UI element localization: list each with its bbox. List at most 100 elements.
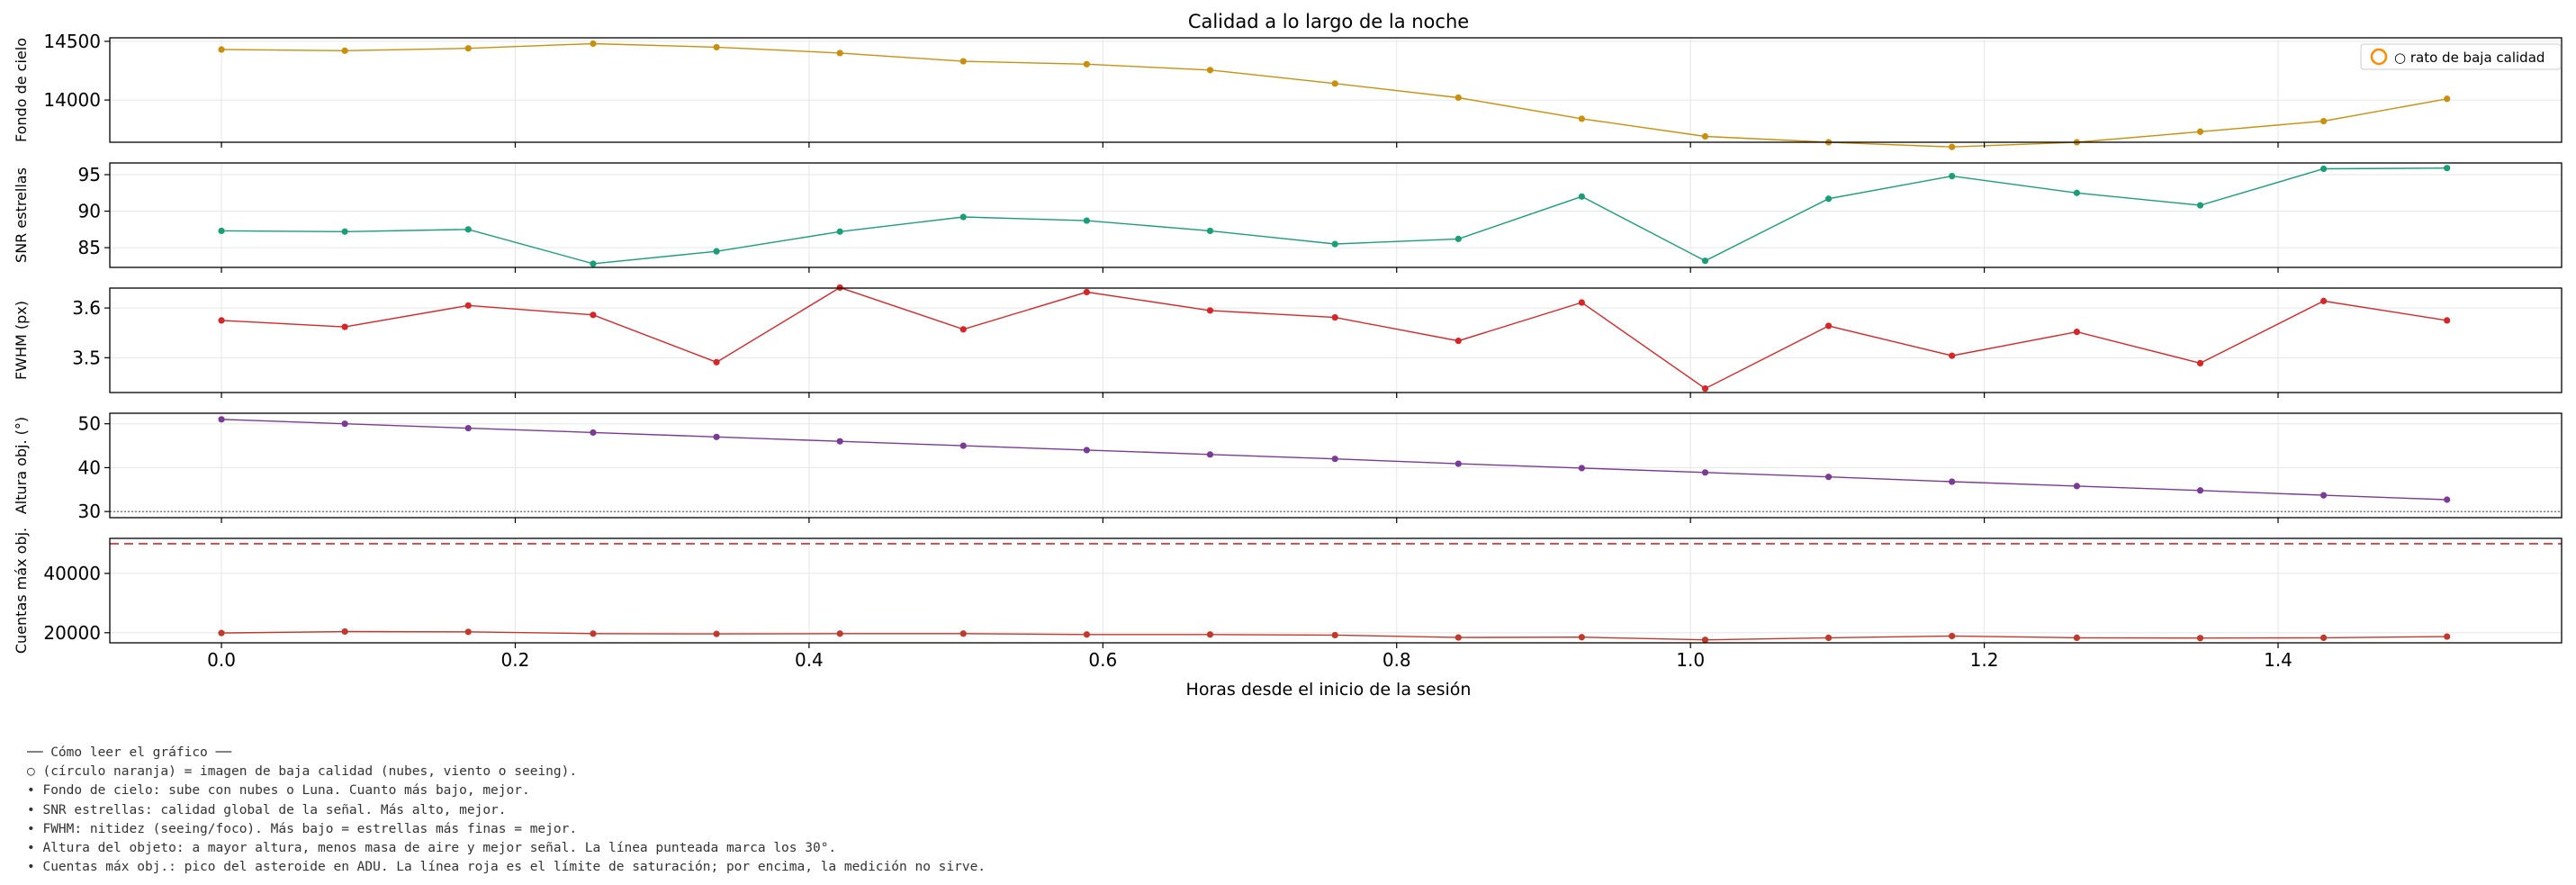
y-tick-label: 20000 (43, 622, 101, 644)
data-point (590, 260, 597, 267)
data-point (464, 424, 472, 432)
data-point (1455, 460, 1462, 467)
data-point (590, 630, 597, 637)
data-point (2319, 492, 2328, 499)
data-point (1949, 173, 1956, 180)
chart-panels: 14000 14500 Fondo de cielo 85 90 95 SNR estrel… (13, 31, 2562, 671)
data-point (464, 302, 472, 309)
x-axis-label: Horas desde el inicio de la sesión (1186, 680, 1472, 700)
panel-5: 0.0 0.2 0.4 0.6 0.8 1.0 1.2 1.4 20000 40000 Cuenta… (13, 528, 2562, 671)
data-point (836, 50, 843, 57)
data-point (1949, 632, 1956, 640)
y-tick-label: 14500 (43, 31, 101, 52)
data-point (959, 213, 967, 221)
data-point (2444, 95, 2451, 103)
series-line (221, 167, 2447, 265)
data-point (1083, 631, 1090, 638)
chart-title: Calidad a lo largo de la noche (1188, 11, 1469, 32)
reading-guide-line: • Fondo de cielo: sube con nubes o Luna.… (27, 783, 530, 799)
y-tick-label: 40 (78, 456, 101, 478)
y-tick-label: 40000 (43, 563, 101, 584)
panel-1: 14000 14500 Fondo de cielo (13, 31, 2562, 150)
data-point (590, 312, 597, 319)
y-axis-label: SNR estrellas (13, 167, 30, 263)
panel-frame (109, 37, 2562, 143)
data-point (1455, 235, 1462, 242)
y-tick-label: 90 (78, 201, 101, 222)
data-point (1701, 637, 1709, 644)
data-point (1949, 143, 1956, 150)
data-point (2319, 634, 2328, 641)
y-axis-label: Cuentas máx obj. (13, 528, 30, 654)
y-axis-label: FWHM (px) (13, 301, 30, 380)
reading-guide-heading: ── Cómo leer el gráfico ── (27, 745, 231, 760)
data-point (2196, 128, 2204, 135)
series-line (221, 42, 2447, 148)
data-point (464, 45, 472, 52)
data-point (341, 420, 348, 428)
data-point (2444, 633, 2451, 640)
data-point (2319, 297, 2328, 304)
data-point (1578, 193, 1585, 200)
data-point (836, 438, 843, 445)
data-point (218, 317, 225, 324)
data-point (1578, 115, 1585, 122)
data-point (1824, 634, 1833, 641)
data-point (341, 47, 348, 54)
data-point (1331, 313, 1338, 321)
data-point (959, 326, 967, 333)
data-point (1824, 322, 1833, 330)
x-tick-label: 0.4 (795, 649, 824, 671)
data-point (2196, 202, 2204, 209)
data-point (1949, 352, 1956, 359)
reading-guide-line: ○ (círculo naranja) = imagen de baja cal… (27, 764, 578, 780)
y-tick-label: 95 (78, 164, 101, 185)
series-line (221, 286, 2447, 390)
data-point (1824, 474, 1833, 481)
data-point (2073, 189, 2081, 196)
x-tick-label: 0.0 (207, 649, 236, 671)
data-point (1949, 478, 1956, 485)
panel-4: 30 40 50 Altura obj. (°) (13, 412, 2562, 523)
panel-2: 85 90 95 SNR estrellas (13, 162, 2562, 273)
data-point (2319, 117, 2328, 125)
data-point (1331, 240, 1338, 248)
panel-frame (109, 412, 2562, 519)
data-point (2073, 483, 2081, 490)
x-tick-label: 1.4 (2264, 649, 2292, 671)
data-point (2319, 165, 2328, 173)
data-point (341, 628, 348, 636)
data-point (1455, 337, 1462, 345)
data-point (1206, 451, 1214, 458)
y-tick-label: 3.5 (72, 347, 101, 368)
data-point (218, 46, 225, 53)
y-tick-label: 3.6 (72, 297, 101, 319)
y-axis-label: Fondo de cielo (13, 38, 30, 142)
y-tick-label: 30 (78, 501, 101, 522)
data-point (1083, 60, 1090, 68)
x-tick-label: 0.6 (1088, 649, 1117, 671)
data-point (1578, 299, 1585, 306)
data-point (464, 226, 472, 233)
y-tick-label: 50 (78, 413, 101, 435)
data-point (218, 227, 225, 235)
panel-frame (109, 162, 2562, 268)
data-point (2444, 317, 2451, 324)
data-point (836, 630, 843, 637)
data-point (218, 416, 225, 423)
data-point (1578, 634, 1585, 641)
data-point (2196, 635, 2204, 642)
legend-label: ○ rato de baja calidad (2394, 50, 2544, 66)
data-point (1701, 469, 1709, 476)
data-point (1206, 631, 1214, 638)
data-point (1083, 288, 1090, 296)
data-point (464, 628, 472, 636)
y-tick-label: 14000 (43, 89, 101, 111)
data-point (1455, 634, 1462, 641)
data-point (959, 58, 967, 65)
data-point (341, 228, 348, 235)
reading-guide-line: • FWHM: nitidez (seeing/foco). Más bajo … (27, 821, 578, 836)
data-point (959, 630, 967, 637)
data-point (1701, 384, 1709, 393)
